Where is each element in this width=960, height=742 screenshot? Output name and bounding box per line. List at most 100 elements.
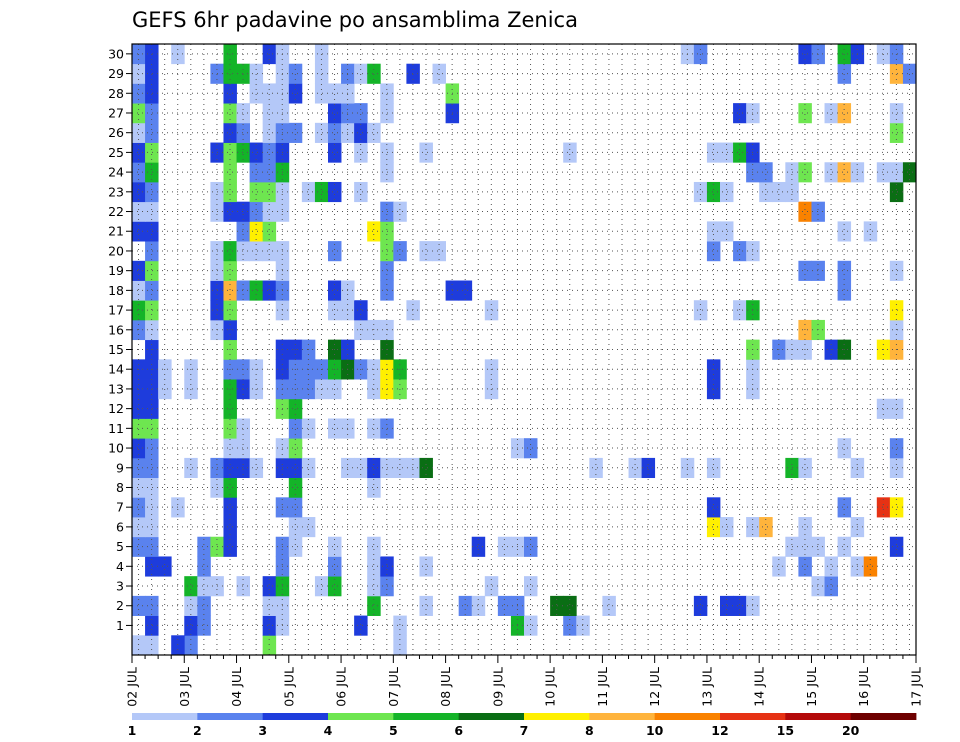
heatmap-cell [706, 517, 721, 538]
heatmap-cell [145, 595, 159, 616]
x-tick-label: 02 JUL [125, 667, 140, 707]
heatmap-cell [484, 300, 499, 321]
heatmap-cell [837, 260, 852, 281]
heatmap-cell [706, 181, 721, 203]
legend-swatch [589, 713, 656, 720]
heatmap-cell [145, 260, 159, 281]
heatmap-cell [837, 103, 852, 124]
heatmap-cell [354, 103, 368, 124]
heatmap-cell [197, 536, 211, 557]
legend-swatch [262, 713, 329, 720]
heatmap-cell [876, 497, 891, 518]
x-tick-label: 11 JUL [595, 667, 610, 707]
heatmap-cell [458, 280, 473, 301]
heatmap-cell [132, 280, 146, 301]
heatmap-cell [236, 280, 250, 301]
heatmap-cell [223, 260, 237, 281]
heatmap-cell [406, 300, 420, 321]
heatmap-cell [132, 221, 146, 242]
x-tick-label: 07 JUL [386, 667, 401, 707]
heatmap-cell [132, 457, 146, 479]
heatmap-cell [354, 300, 368, 321]
heatmap-cell [249, 201, 264, 222]
heatmap-cell [889, 63, 904, 84]
heatmap-cell [419, 142, 433, 163]
heatmap-cell [288, 438, 303, 459]
heatmap-cell [889, 122, 904, 143]
x-tick-label: 09 JUL [490, 667, 505, 707]
heatmap-cell [367, 576, 381, 597]
heatmap-cell [720, 595, 734, 616]
heatmap-cell [328, 556, 342, 577]
heatmap-cell [889, 260, 904, 281]
heatmap-cell [863, 556, 878, 577]
heatmap-cell [602, 595, 616, 616]
legend-swatch [328, 713, 394, 720]
heatmap-cell [145, 280, 159, 301]
heatmap-cell [249, 221, 264, 242]
heatmap-cell [354, 181, 368, 203]
heatmap-cell [145, 122, 159, 143]
x-tick-label: 10 JUL [543, 667, 558, 707]
heatmap-cell [236, 241, 250, 262]
heatmap-cell [288, 122, 303, 143]
heatmap-cell [262, 635, 277, 656]
heatmap-cell [693, 181, 708, 203]
heatmap-cell [145, 418, 159, 439]
heatmap-cell [328, 280, 342, 301]
heatmap-cell [262, 122, 277, 143]
heatmap-cell [328, 181, 342, 203]
legend-swatch [524, 713, 590, 720]
heatmap-cell [223, 162, 237, 183]
heatmap-cell [419, 457, 433, 479]
heatmap-cell [876, 162, 891, 183]
heatmap-cell [811, 260, 825, 281]
heatmap-cell [419, 556, 433, 577]
legend-swatch [720, 713, 786, 720]
heatmap-cell [367, 122, 381, 143]
heatmap-cell [197, 615, 211, 636]
heatmap-cell [837, 497, 852, 518]
heatmap-cell [249, 63, 264, 84]
heatmap-cell [223, 241, 237, 262]
y-tick-label: 17 [108, 303, 124, 318]
heatmap-cell [132, 517, 146, 538]
legend-swatch [132, 713, 198, 720]
heatmap-cell [223, 517, 237, 538]
heatmap-cell [184, 615, 198, 636]
heatmap-cell [132, 418, 146, 439]
y-tick-label: 6 [116, 519, 124, 534]
heatmap-cell [889, 162, 904, 183]
legend-swatch [393, 713, 460, 720]
heatmap-cell [563, 595, 577, 616]
heatmap-cell [145, 457, 159, 479]
heatmap-cell [798, 260, 812, 281]
heatmap-cell [393, 615, 407, 636]
color-legend: 1 2 3 4 5 6 7 8 10 12 15 20 [128, 713, 917, 738]
heatmap-cells [132, 44, 917, 656]
heatmap-cell [354, 122, 368, 143]
x-tick-label: 14 JUL [752, 667, 767, 707]
heatmap-cell [145, 556, 159, 577]
heatmap-cell [328, 122, 342, 143]
heatmap-cell [288, 477, 303, 498]
heatmap-cell [223, 438, 237, 459]
y-tick-label: 12 [108, 401, 124, 416]
y-tick-label: 5 [116, 539, 124, 554]
y-tick-label: 13 [108, 381, 124, 396]
heatmap-cell [693, 595, 708, 616]
y-tick-label: 1 [116, 618, 124, 633]
heatmap-cell [889, 181, 904, 203]
y-tick-label: 19 [108, 263, 124, 278]
heatmap-cell [824, 556, 838, 577]
heatmap-cell [132, 162, 146, 183]
heatmap-cell [223, 477, 237, 498]
heatmap-cell [328, 142, 342, 163]
heatmap-cell [236, 576, 250, 597]
heatmap-cell [145, 241, 159, 262]
heatmap-cell [145, 477, 159, 498]
heatmap-cell [132, 477, 146, 498]
heatmap-cell [550, 595, 564, 616]
heatmap-cell [132, 260, 146, 281]
heatmap-cell [184, 635, 198, 656]
